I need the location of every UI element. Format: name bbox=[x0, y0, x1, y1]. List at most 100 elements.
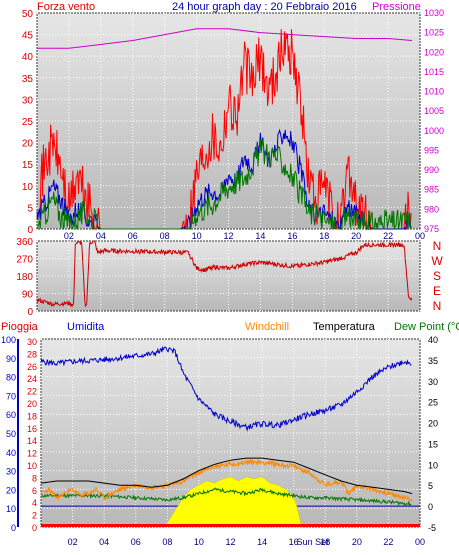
direction-tick-label: 360 bbox=[16, 237, 33, 248]
pressure-tick-label: 1020 bbox=[424, 47, 444, 57]
rain-tick-label: 12 bbox=[27, 449, 37, 459]
sunset-tick-label: Sun Set bbox=[297, 537, 330, 547]
wind-pressure-axes: 0510152025303540455097598098599099510001… bbox=[22, 8, 444, 241]
wind-tick-label: 35 bbox=[22, 74, 34, 85]
hour-tick-label: 14 bbox=[255, 231, 265, 241]
temp-tick-label: 20 bbox=[428, 419, 438, 429]
hour-tick-label: 08 bbox=[160, 231, 170, 241]
pressure-tick-label: 1015 bbox=[424, 67, 444, 77]
wind-tick-label: 5 bbox=[27, 203, 33, 214]
hour-tick-label: 12 bbox=[223, 231, 233, 241]
humidity-tick-label: 80 bbox=[6, 373, 16, 383]
hour-tick-label: 18 bbox=[320, 537, 330, 547]
dewpoint-label: Dew Point (°C bbox=[394, 321, 459, 333]
rain-tick-label: 16 bbox=[27, 424, 37, 434]
hour-tick-label: 14 bbox=[257, 537, 267, 547]
wind-direction-series bbox=[36, 240, 413, 308]
rain-tick-label: 8 bbox=[32, 473, 37, 483]
rain-tick-label: 22 bbox=[27, 387, 37, 397]
temp-tick-label: 5 bbox=[428, 481, 433, 491]
hour-tick-label: 16 bbox=[289, 537, 299, 547]
hour-tick-label: 06 bbox=[128, 231, 138, 241]
direction-tick-label: 270 bbox=[16, 255, 33, 266]
compass-letter: S bbox=[433, 269, 441, 283]
rain-tick-label: 14 bbox=[27, 436, 37, 446]
pressure-tick-label: 1025 bbox=[424, 28, 444, 38]
wind-direction-grid bbox=[36, 240, 421, 312]
humidity-tick-label: 0 bbox=[11, 523, 16, 533]
rain-tick-label: 6 bbox=[32, 486, 37, 496]
pressure-tick-label: 1005 bbox=[424, 106, 444, 116]
direction-tick-label: 0 bbox=[27, 307, 33, 318]
windchill-label: Windchill bbox=[245, 321, 289, 333]
compass-letter: E bbox=[433, 284, 441, 298]
hour-tick-label: 04 bbox=[96, 231, 106, 241]
hour-tick-label: 00 bbox=[415, 231, 425, 241]
hour-tick-label: 18 bbox=[319, 231, 329, 241]
pressure-tick-label: 995 bbox=[424, 145, 439, 155]
humidity-tick-label: 70 bbox=[6, 391, 16, 401]
pressure-tick-label: 1030 bbox=[424, 8, 444, 18]
rain-tick-label: 0 bbox=[32, 523, 37, 533]
wind-pressure-series bbox=[36, 28, 413, 231]
temp-tick-label: 40 bbox=[428, 335, 438, 345]
pressure-tick-label: 1000 bbox=[424, 126, 444, 136]
wind-tick-label: 10 bbox=[22, 182, 34, 193]
wind-tick-label: 40 bbox=[22, 52, 34, 63]
rain-tick-label: 28 bbox=[27, 349, 37, 359]
temperature-humidity-series bbox=[40, 345, 420, 528]
rain-bar bbox=[41, 524, 420, 527]
hour-tick-label: 00 bbox=[415, 537, 425, 547]
temp-tick-label: 0 bbox=[428, 502, 433, 512]
hour-tick-label: 22 bbox=[383, 231, 393, 241]
hour-tick-label: 20 bbox=[351, 231, 361, 241]
pressure-line bbox=[37, 28, 413, 49]
hour-tick-label: 10 bbox=[192, 231, 202, 241]
humidity-tick-label: 50 bbox=[6, 429, 16, 439]
humidity-tick-label: 20 bbox=[6, 485, 16, 495]
windchill-line bbox=[40, 458, 413, 502]
rain-tick-label: 2 bbox=[32, 511, 37, 521]
gust-line bbox=[36, 29, 412, 231]
wind-tick-label: 45 bbox=[22, 31, 34, 42]
wind-tick-label: 0 bbox=[27, 225, 33, 236]
temp-tick-label: 35 bbox=[428, 356, 438, 366]
wind-direction-axes: 0 90 180 270 360 bbox=[16, 237, 33, 318]
green-line bbox=[36, 139, 412, 231]
rain-tick-label: 18 bbox=[27, 411, 37, 421]
temperature-humidity-axes: 0102030405060708090100024681012141618202… bbox=[1, 335, 438, 547]
hour-tick-label: 02 bbox=[68, 537, 78, 547]
graph-title: 24 hour graph day : 20 Febbraio 2016 bbox=[172, 1, 357, 13]
rain-tick-label: 24 bbox=[27, 374, 37, 384]
direction-tick-label: 90 bbox=[22, 290, 34, 301]
hour-tick-label: 04 bbox=[99, 537, 109, 547]
wind-tick-label: 30 bbox=[22, 95, 34, 106]
hour-tick-label: 16 bbox=[287, 231, 297, 241]
temp-tick-label: 10 bbox=[428, 460, 438, 470]
hour-tick-label: 02 bbox=[64, 231, 74, 241]
wind-tick-label: 20 bbox=[22, 139, 34, 150]
speed-line bbox=[36, 128, 412, 231]
humidity-tick-label: 30 bbox=[6, 467, 16, 477]
rain-tick-label: 30 bbox=[27, 337, 37, 347]
rain-tick-label: 4 bbox=[32, 498, 37, 508]
humidity-tick-label: 90 bbox=[6, 354, 16, 364]
hour-tick-label: 06 bbox=[131, 537, 141, 547]
compass-letter: N bbox=[433, 299, 442, 313]
temp-tick-label: 30 bbox=[428, 377, 438, 387]
temp-tick-label: 25 bbox=[428, 398, 438, 408]
humidity-line bbox=[40, 345, 412, 432]
rain-tick-label: 20 bbox=[27, 399, 37, 409]
pressure-tick-label: 980 bbox=[424, 204, 439, 214]
rain-tick-label: 26 bbox=[27, 362, 37, 372]
hour-tick-label: 08 bbox=[162, 537, 172, 547]
temperature-line bbox=[40, 457, 413, 495]
temperature-humidity-grid bbox=[40, 338, 421, 528]
hour-tick-label: 10 bbox=[194, 537, 204, 547]
humidity-tick-label: 60 bbox=[6, 410, 16, 420]
pressure-tick-label: 990 bbox=[424, 165, 439, 175]
hour-tick-label: 20 bbox=[352, 537, 362, 547]
humidity-tick-label: 100 bbox=[1, 335, 16, 345]
